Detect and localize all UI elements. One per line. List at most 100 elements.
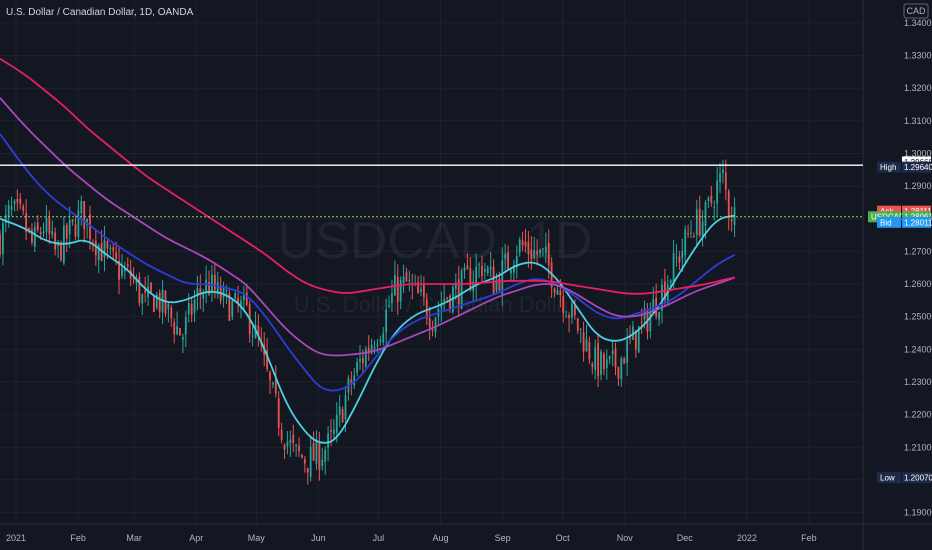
candle-body: [672, 253, 675, 285]
currency-badge-label: CAD: [906, 6, 926, 16]
candle-body: [498, 278, 501, 291]
candle-body: [330, 430, 332, 432]
price-tick-label: 1.29000: [904, 181, 932, 191]
candle-body: [507, 252, 509, 270]
candle-body: [463, 267, 466, 272]
candle-body: [617, 366, 620, 379]
candle-body: [274, 379, 277, 394]
candle-body: [722, 169, 724, 174]
low-tag-value-bg: [902, 472, 931, 484]
candle-body: [367, 347, 370, 352]
candle-body: [489, 266, 492, 270]
candle-body: [272, 382, 274, 385]
candle-body: [693, 235, 695, 238]
candle-body: [173, 322, 176, 334]
high-tag: High 1.29640: [877, 161, 932, 173]
candle-body: [295, 444, 298, 447]
candle-body: [303, 459, 306, 464]
low-tag-label: Low: [880, 474, 895, 483]
candle-body: [443, 298, 446, 302]
candle-body: [469, 268, 472, 291]
candle-body: [614, 348, 617, 368]
high-tag-label: High: [880, 163, 896, 172]
candle-body: [652, 299, 655, 314]
candle-body: [600, 351, 602, 375]
candle-body: [60, 242, 62, 261]
candle-body: [440, 304, 443, 309]
price-tick-label: 1.32000: [904, 83, 932, 93]
candle-body: [675, 257, 678, 259]
candle-body: [31, 229, 33, 243]
candle-body: [289, 439, 292, 443]
high-tag-label-bg: [877, 161, 901, 173]
candle-body: [573, 305, 576, 316]
candle-body: [544, 246, 547, 254]
candle-body: [196, 288, 199, 296]
symbol-title[interactable]: U.S. Dollar / Canadian Dollar, 1D, OANDA: [6, 7, 194, 18]
candle-body: [524, 241, 527, 247]
candle-body: [399, 279, 402, 302]
candle-body: [312, 443, 315, 461]
time-tick-label: Oct: [556, 533, 571, 543]
candle-body: [518, 239, 521, 253]
candle-body: [530, 249, 533, 260]
candle-body: [155, 294, 158, 308]
candle-body: [724, 172, 727, 190]
candle-body: [301, 454, 303, 458]
candle-body: [483, 269, 486, 272]
candle-body: [74, 224, 77, 237]
candle-body: [39, 232, 42, 234]
candle-body: [457, 279, 460, 305]
candle-body: [2, 223, 4, 255]
candle-body: [341, 409, 344, 423]
candle-body: [350, 379, 353, 385]
candle-body: [681, 250, 684, 258]
candle-body: [588, 341, 591, 360]
candle-body: [135, 278, 138, 284]
candle-body: [86, 218, 89, 226]
candle-body: [150, 282, 152, 293]
candle-body: [527, 241, 530, 255]
candle-body: [309, 447, 312, 477]
candle-body: [286, 441, 289, 447]
candle-body: [698, 208, 701, 236]
candle-body: [547, 243, 550, 266]
symbol-price-tag-value-bg: [902, 211, 931, 223]
candle-body: [231, 300, 234, 317]
candle-body: [707, 197, 710, 201]
candle-body: [187, 302, 190, 315]
candle-body: [318, 443, 321, 470]
candle-body: [634, 330, 637, 350]
candle-body: [158, 292, 161, 312]
ask-tag-value-bg: [902, 205, 931, 217]
watermark: USDCAD, 1D U.S. Dollar / Canadian Dollar: [278, 212, 593, 317]
bid-tag-value: 1.28011: [904, 218, 932, 227]
candle-body: [126, 264, 129, 267]
candle-body: [623, 358, 626, 364]
candle-body: [678, 256, 681, 263]
candle-body: [579, 328, 582, 330]
price-tick-label: 1.23000: [904, 377, 932, 387]
candle-body: [45, 217, 48, 232]
candle-layer: [0, 159, 736, 485]
candle-body: [385, 309, 388, 333]
candle-body: [391, 293, 393, 304]
candle-body: [388, 305, 390, 307]
candle-body: [704, 202, 707, 227]
candle-body: [152, 296, 155, 313]
candle-body: [695, 209, 698, 236]
time-tick-label: Mar: [126, 533, 142, 543]
candle-body: [222, 286, 225, 298]
candle-body: [608, 355, 611, 359]
candle-body: [199, 288, 202, 295]
candle-body: [492, 266, 495, 295]
candle-body: [292, 435, 295, 443]
candle-body: [431, 329, 434, 331]
currency-badge[interactable]: CAD: [903, 3, 929, 19]
candle-body: [121, 267, 123, 276]
candle-body: [7, 205, 10, 218]
time-axis[interactable]: 2021 Feb Mar Apr May Jun Jul Aug Sep Oct Nov Dec 202…: [6, 533, 817, 543]
candle-body: [539, 249, 541, 254]
